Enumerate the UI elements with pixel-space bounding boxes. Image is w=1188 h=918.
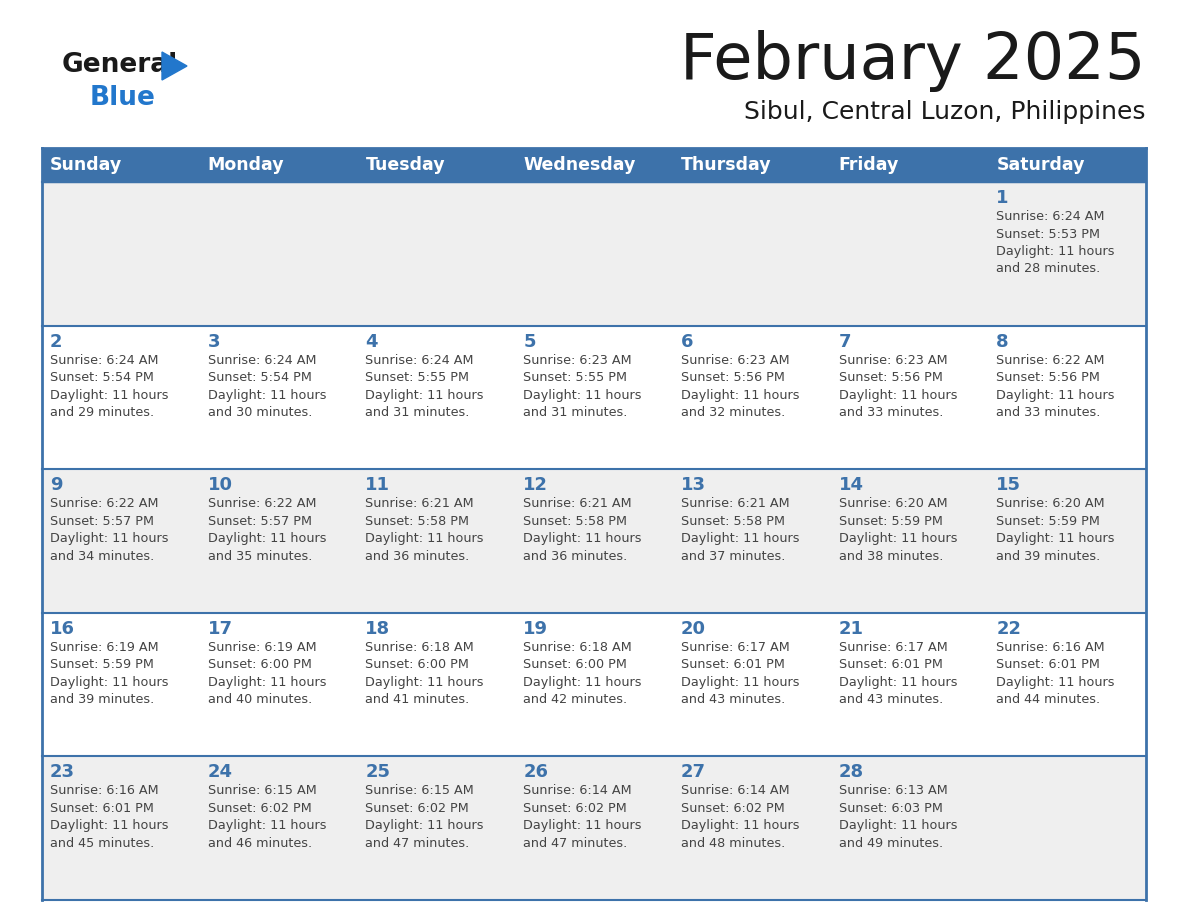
Text: Sunrise: 6:14 AM
Sunset: 6:02 PM
Daylight: 11 hours
and 48 minutes.: Sunrise: 6:14 AM Sunset: 6:02 PM Dayligh… xyxy=(681,784,800,850)
Text: Sunrise: 6:24 AM
Sunset: 5:54 PM
Daylight: 11 hours
and 30 minutes.: Sunrise: 6:24 AM Sunset: 5:54 PM Dayligh… xyxy=(208,353,327,420)
Text: Sunrise: 6:23 AM
Sunset: 5:56 PM
Daylight: 11 hours
and 33 minutes.: Sunrise: 6:23 AM Sunset: 5:56 PM Dayligh… xyxy=(839,353,958,420)
Text: 12: 12 xyxy=(523,476,548,494)
Polygon shape xyxy=(162,52,187,80)
Text: Thursday: Thursday xyxy=(681,156,771,174)
Bar xyxy=(42,756,1146,900)
Text: Sunrise: 6:21 AM
Sunset: 5:58 PM
Daylight: 11 hours
and 36 minutes.: Sunrise: 6:21 AM Sunset: 5:58 PM Dayligh… xyxy=(523,498,642,563)
Text: Sunrise: 6:13 AM
Sunset: 6:03 PM
Daylight: 11 hours
and 49 minutes.: Sunrise: 6:13 AM Sunset: 6:03 PM Dayligh… xyxy=(839,784,958,850)
Text: Sunrise: 6:15 AM
Sunset: 6:02 PM
Daylight: 11 hours
and 46 minutes.: Sunrise: 6:15 AM Sunset: 6:02 PM Dayligh… xyxy=(208,784,327,850)
Text: 25: 25 xyxy=(366,764,391,781)
Text: Sunrise: 6:20 AM
Sunset: 5:59 PM
Daylight: 11 hours
and 38 minutes.: Sunrise: 6:20 AM Sunset: 5:59 PM Dayligh… xyxy=(839,498,958,563)
Text: 14: 14 xyxy=(839,476,864,494)
Text: 13: 13 xyxy=(681,476,706,494)
Text: Sunrise: 6:24 AM
Sunset: 5:53 PM
Daylight: 11 hours
and 28 minutes.: Sunrise: 6:24 AM Sunset: 5:53 PM Dayligh… xyxy=(997,210,1114,275)
Text: Sunrise: 6:17 AM
Sunset: 6:01 PM
Daylight: 11 hours
and 43 minutes.: Sunrise: 6:17 AM Sunset: 6:01 PM Dayligh… xyxy=(839,641,958,706)
Text: Sunrise: 6:18 AM
Sunset: 6:00 PM
Daylight: 11 hours
and 42 minutes.: Sunrise: 6:18 AM Sunset: 6:00 PM Dayligh… xyxy=(523,641,642,706)
Text: Sunrise: 6:15 AM
Sunset: 6:02 PM
Daylight: 11 hours
and 47 minutes.: Sunrise: 6:15 AM Sunset: 6:02 PM Dayligh… xyxy=(366,784,484,850)
Text: Sunrise: 6:21 AM
Sunset: 5:58 PM
Daylight: 11 hours
and 37 minutes.: Sunrise: 6:21 AM Sunset: 5:58 PM Dayligh… xyxy=(681,498,800,563)
Text: 17: 17 xyxy=(208,620,233,638)
Text: Sunrise: 6:16 AM
Sunset: 6:01 PM
Daylight: 11 hours
and 44 minutes.: Sunrise: 6:16 AM Sunset: 6:01 PM Dayligh… xyxy=(997,641,1114,706)
Text: 28: 28 xyxy=(839,764,864,781)
Text: Sunrise: 6:24 AM
Sunset: 5:54 PM
Daylight: 11 hours
and 29 minutes.: Sunrise: 6:24 AM Sunset: 5:54 PM Dayligh… xyxy=(50,353,169,420)
Text: 19: 19 xyxy=(523,620,548,638)
Text: Sunrise: 6:22 AM
Sunset: 5:57 PM
Daylight: 11 hours
and 35 minutes.: Sunrise: 6:22 AM Sunset: 5:57 PM Dayligh… xyxy=(208,498,327,563)
Text: Sunrise: 6:19 AM
Sunset: 6:00 PM
Daylight: 11 hours
and 40 minutes.: Sunrise: 6:19 AM Sunset: 6:00 PM Dayligh… xyxy=(208,641,327,706)
Bar xyxy=(42,148,1146,182)
Text: 23: 23 xyxy=(50,764,75,781)
Text: Sunrise: 6:23 AM
Sunset: 5:55 PM
Daylight: 11 hours
and 31 minutes.: Sunrise: 6:23 AM Sunset: 5:55 PM Dayligh… xyxy=(523,353,642,420)
Text: 22: 22 xyxy=(997,620,1022,638)
Text: 15: 15 xyxy=(997,476,1022,494)
Text: 6: 6 xyxy=(681,332,694,351)
Text: Sunrise: 6:14 AM
Sunset: 6:02 PM
Daylight: 11 hours
and 47 minutes.: Sunrise: 6:14 AM Sunset: 6:02 PM Dayligh… xyxy=(523,784,642,850)
Text: 4: 4 xyxy=(366,332,378,351)
Text: Sunrise: 6:19 AM
Sunset: 5:59 PM
Daylight: 11 hours
and 39 minutes.: Sunrise: 6:19 AM Sunset: 5:59 PM Dayligh… xyxy=(50,641,169,706)
Text: Sunrise: 6:24 AM
Sunset: 5:55 PM
Daylight: 11 hours
and 31 minutes.: Sunrise: 6:24 AM Sunset: 5:55 PM Dayligh… xyxy=(366,353,484,420)
Text: Sunrise: 6:21 AM
Sunset: 5:58 PM
Daylight: 11 hours
and 36 minutes.: Sunrise: 6:21 AM Sunset: 5:58 PM Dayligh… xyxy=(366,498,484,563)
Text: 21: 21 xyxy=(839,620,864,638)
Text: 9: 9 xyxy=(50,476,63,494)
Text: Friday: Friday xyxy=(839,156,899,174)
Text: 5: 5 xyxy=(523,332,536,351)
Text: Tuesday: Tuesday xyxy=(366,156,446,174)
Text: 11: 11 xyxy=(366,476,391,494)
Text: Blue: Blue xyxy=(90,85,156,111)
Text: Sunrise: 6:22 AM
Sunset: 5:56 PM
Daylight: 11 hours
and 33 minutes.: Sunrise: 6:22 AM Sunset: 5:56 PM Dayligh… xyxy=(997,353,1114,420)
Text: Sibul, Central Luzon, Philippines: Sibul, Central Luzon, Philippines xyxy=(745,100,1146,124)
Text: 18: 18 xyxy=(366,620,391,638)
Text: General: General xyxy=(62,52,178,78)
Bar xyxy=(42,182,1146,326)
Text: Sunrise: 6:20 AM
Sunset: 5:59 PM
Daylight: 11 hours
and 39 minutes.: Sunrise: 6:20 AM Sunset: 5:59 PM Dayligh… xyxy=(997,498,1114,563)
Bar xyxy=(42,613,1146,756)
Text: Sunrise: 6:16 AM
Sunset: 6:01 PM
Daylight: 11 hours
and 45 minutes.: Sunrise: 6:16 AM Sunset: 6:01 PM Dayligh… xyxy=(50,784,169,850)
Bar xyxy=(42,326,1146,469)
Text: 16: 16 xyxy=(50,620,75,638)
Text: 1: 1 xyxy=(997,189,1009,207)
Text: 20: 20 xyxy=(681,620,706,638)
Text: Sunrise: 6:22 AM
Sunset: 5:57 PM
Daylight: 11 hours
and 34 minutes.: Sunrise: 6:22 AM Sunset: 5:57 PM Dayligh… xyxy=(50,498,169,563)
Text: Monday: Monday xyxy=(208,156,284,174)
Text: Saturday: Saturday xyxy=(997,156,1085,174)
Text: Sunrise: 6:17 AM
Sunset: 6:01 PM
Daylight: 11 hours
and 43 minutes.: Sunrise: 6:17 AM Sunset: 6:01 PM Dayligh… xyxy=(681,641,800,706)
Text: 3: 3 xyxy=(208,332,220,351)
Text: 26: 26 xyxy=(523,764,548,781)
Text: 2: 2 xyxy=(50,332,63,351)
Text: 10: 10 xyxy=(208,476,233,494)
Bar xyxy=(42,469,1146,613)
Text: Sunrise: 6:23 AM
Sunset: 5:56 PM
Daylight: 11 hours
and 32 minutes.: Sunrise: 6:23 AM Sunset: 5:56 PM Dayligh… xyxy=(681,353,800,420)
Text: Sunday: Sunday xyxy=(50,156,122,174)
Text: 27: 27 xyxy=(681,764,706,781)
Text: February 2025: February 2025 xyxy=(681,30,1146,92)
Text: 7: 7 xyxy=(839,332,851,351)
Text: Wednesday: Wednesday xyxy=(523,156,636,174)
Text: 24: 24 xyxy=(208,764,233,781)
Text: 8: 8 xyxy=(997,332,1009,351)
Text: Sunrise: 6:18 AM
Sunset: 6:00 PM
Daylight: 11 hours
and 41 minutes.: Sunrise: 6:18 AM Sunset: 6:00 PM Dayligh… xyxy=(366,641,484,706)
